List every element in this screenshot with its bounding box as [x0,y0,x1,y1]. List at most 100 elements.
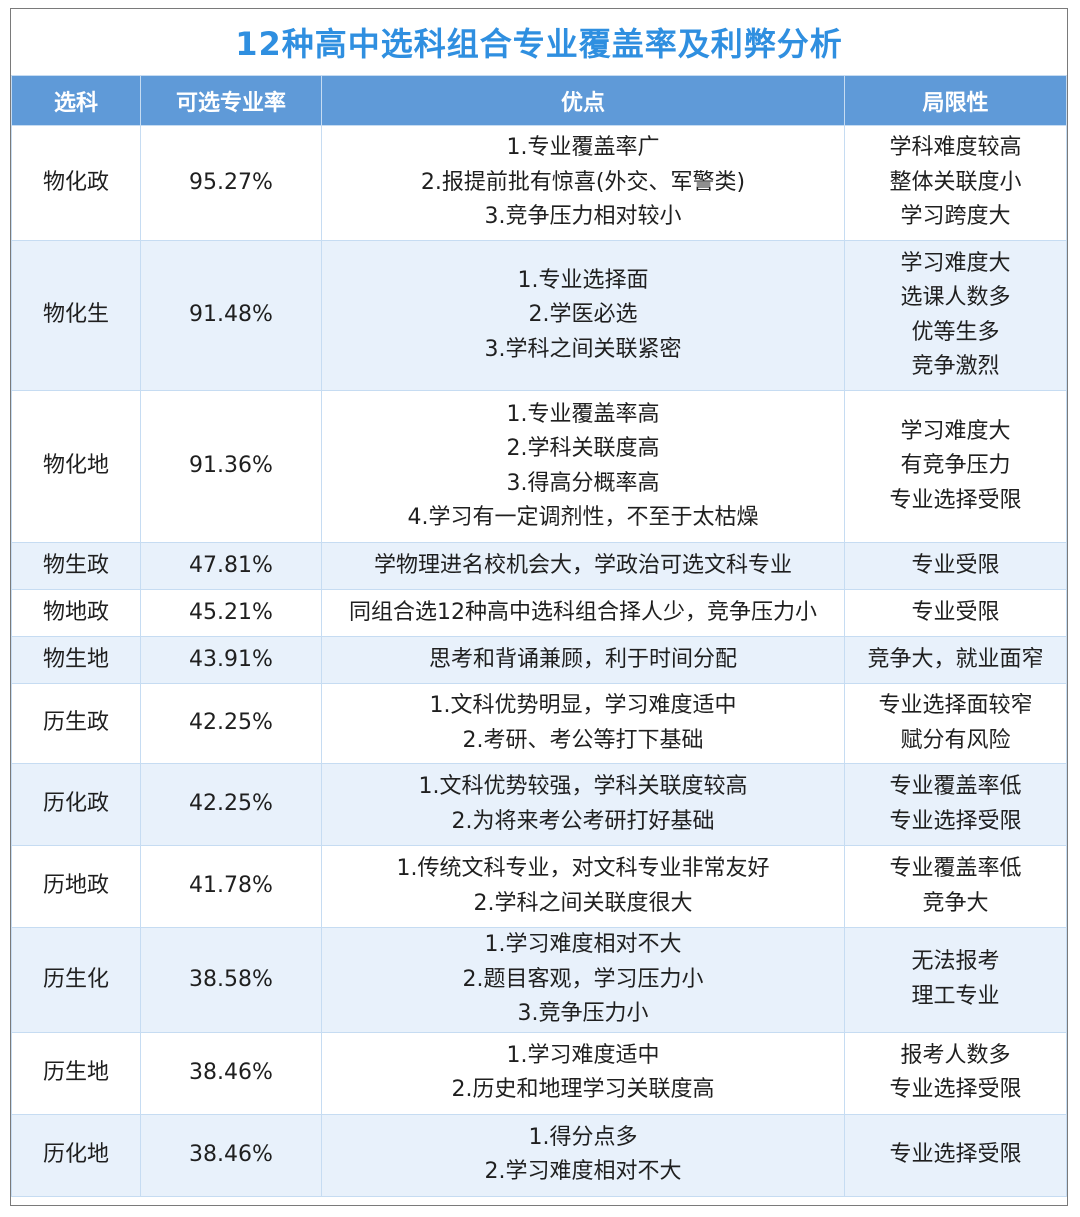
pros-line: 2.学科之间关联度很大 [473,890,693,916]
cons-line: 专业选择受限 [889,487,1022,513]
table-row: 历生化 38.58% 1.学习难度相对不大 2.题目客观，学习压力小 3.竞争压力小 无法… [11,927,1067,1033]
subject-cell: 历生地 [11,1031,141,1115]
rate-cell: 43.91% [140,636,322,684]
table-row: 物化政 95.27% 1.专业覆盖率广 2.报提前批有惊喜(外交、军警类) 3.竞争压力… [11,125,1067,241]
cons-line: 学习难度大 [900,418,1011,444]
cons-line: 竞争大 [922,890,989,916]
subject-cell: 物化生 [11,240,141,391]
rate-cell: 42.25% [140,763,322,846]
cons-line: 学习跨度大 [900,204,1011,230]
rate-cell: 38.46% [140,1113,322,1197]
cons-cell: 学习难度大选课人数多优等生多竞争激烈 [844,240,1067,391]
pros-line: 3.得高分概率高 [506,470,660,496]
subject-cell: 历化地 [11,1113,141,1197]
table-row: 物地政 45.21% 同组合选12种高中选科组合择人少，竞争压力小 专业受限 [11,589,1067,637]
table-row: 历生政 42.25% 1.文科优势明显，学习难度适中 2.考研、考公等打下基础 专业选择… [11,683,1067,764]
rate-cell: 95.27% [140,125,322,241]
pros-line: 1.专业覆盖率广 [506,135,660,161]
cons-line: 理工专业 [911,983,1000,1009]
pros-line: 3.竞争压力相对较小 [484,204,682,230]
pros-cell: 1.传统文科专业，对文科专业非常友好 2.学科之间关联度很大 [321,845,845,928]
subject-cell: 历生化 [11,927,141,1033]
cons-cell: 无法报考 理工专业 [844,927,1067,1033]
rate-cell: 91.48% [140,240,322,391]
pros-line: 1.专业选择面 [517,267,649,293]
rate-cell: 38.46% [140,1031,322,1115]
header-pros: 优点 [321,75,845,126]
subject-cell: 物化地 [11,390,141,543]
pros-cell: 1.专业选择面 2.学医必选 3.学科之间关联紧密 [321,240,845,391]
subject-cell: 历地政 [11,845,141,928]
pros-line: 2.题目客观，学习压力小 [462,966,704,992]
cons-line: 赋分有风险 [900,727,1011,753]
rate-cell: 45.21% [140,589,322,637]
pros-line: 学物理进名校机会大，学政治可选文科专业 [373,552,792,578]
header-subject: 选科 [11,75,141,126]
table-row: 物化地 91.36% 1.专业覆盖率高 2.学科关联度高 3.得高分概率高 4.学习有一定… [11,390,1067,543]
cons-cell: 专业覆盖率低 竞争大 [844,845,1067,928]
pros-line: 1.文科优势较强，学科关联度较高 [418,774,748,799]
cons-line: 报考人数多 [900,1042,1011,1068]
cons-line: 竞争激烈 [911,354,1000,379]
table-body: 物化政 95.27% 1.专业覆盖率广 2.报提前批有惊喜(外交、军警类) 3.竞争压力… [11,125,1067,1197]
pros-cell: 1.学习难度适中 2.历史和地理学习关联度高 [321,1031,845,1115]
cons-line: 无法报考 [911,949,1000,975]
subject-cell: 历化政 [11,763,141,846]
cons-line: 竞争大，就业面窄 [867,646,1044,672]
cons-cell: 专业选择面较窄 赋分有风险 [844,683,1067,764]
cons-cell: 专业受限 [844,542,1067,590]
cons-cell: 专业受限 [844,589,1067,637]
pros-line: 2.为将来考公考研打好基础 [451,808,715,834]
pros-line: 1.文科优势明显，学习难度适中 [429,693,737,718]
header-rate: 可选专业率 [140,75,322,126]
cons-line: 专业受限 [911,552,1000,578]
cons-line: 学习难度大 [900,250,1011,276]
cons-line: 选课人数多 [900,285,1011,310]
pros-line: 4.学习有一定调剂性，不至于太枯燥 [407,505,759,530]
cons-cell: 学习难度大 有竞争压力 专业选择受限 [844,390,1067,543]
pros-cell: 学物理进名校机会大，学政治可选文科专业 [321,542,845,590]
rate-cell: 47.81% [140,542,322,590]
table-row: 历化政 42.25% 1.文科优势较强，学科关联度较高 2.为将来考公考研打好基础 专业… [11,763,1067,846]
table-row: 历地政 41.78% 1.传统文科专业，对文科专业非常友好 2.学科之间关联度很大 专业… [11,845,1067,928]
cons-line: 整体关联度小 [889,169,1022,195]
comparison-table: 选科 可选专业率 优点 局限性 物化政 95.27% 1.专业覆盖率广 2.报提前批有… [11,75,1067,1197]
table-row: 物生政 47.81% 学物理进名校机会大，学政治可选文科专业 专业受限 [11,542,1067,590]
page-title: 12种高中选科组合专业覆盖率及利弊分析 [235,25,843,63]
table-row: 历生地 38.46% 1.学习难度适中 2.历史和地理学习关联度高 报考人数多 专业选择受… [11,1031,1067,1115]
pros-cell: 1.专业覆盖率高 2.学科关联度高 3.得高分概率高 4.学习有一定调剂性，不至于太枯… [321,390,845,543]
cons-line: 专业覆盖率低 [889,774,1022,799]
pros-line: 2.考研、考公等打下基础 [462,727,704,753]
cons-line: 优等生多 [911,319,1000,345]
pros-cell: 1.得分点多 2.学习难度相对不大 [321,1113,845,1197]
subject-cell: 物地政 [11,589,141,637]
cons-line: 专业选择受限 [889,1077,1022,1102]
table-row: 物化生 91.48% 1.专业选择面 2.学医必选 3.学科之间关联紧密 学习难度大 选课人… [11,240,1067,391]
pros-line: 2.学科关联度高 [506,436,660,461]
cons-cell: 报考人数多专业选择受限 [844,1031,1067,1115]
pros-line: 1.学习难度相对不大 [484,932,682,957]
rate-cell: 41.78% [140,845,322,928]
subject-cell: 物生政 [11,542,141,590]
table-row: 物生地 43.91% 思考和背诵兼顾，利于时间分配 竞争大，就业面窄 [11,636,1067,684]
pros-line: 1.传统文科专业，对文科专业非常友好 [396,856,770,881]
rate-cell: 91.36% [140,390,322,543]
table-row: 历化地 38.46% 1.得分点多 2.学习难度相对不大 专业选择受限 [11,1113,1067,1197]
pros-cell: 1.文科优势较强，学科关联度较高 2.为将来考公考研打好基础 [321,763,845,846]
cons-line: 专业覆盖率低 [889,856,1022,881]
pros-cell: 1.学习难度相对不大 2.题目客观，学习压力小 3.竞争压力小 [321,927,845,1033]
pros-line: 3.学科之间关联紧密 [484,336,682,362]
cons-line: 专业选择面较窄 [878,693,1033,718]
subject-cell: 历生政 [11,683,141,764]
cons-line: 专业受限 [911,599,1000,625]
cons-cell: 专业覆盖率低 专业选择受限 [844,763,1067,846]
rate-cell: 42.25% [140,683,322,764]
cons-line: 专业选择受限 [889,808,1022,834]
pros-line: 1.学习难度适中 [506,1042,660,1068]
rate-cell: 38.58% [140,927,322,1033]
pros-line: 2.报提前批有惊喜(外交、军警类) [420,169,746,195]
pros-line: 3.竞争压力小 [517,1001,649,1026]
table-frame: 12种高中选科组合专业覆盖率及利弊分析 选科 可选专业率 优点 局限性 物化政 9… [10,8,1068,1206]
cons-line: 专业选择受限 [889,1141,1022,1167]
pros-line: 同组合选12种高中选科组合择人少，竞争压力小 [349,599,817,625]
